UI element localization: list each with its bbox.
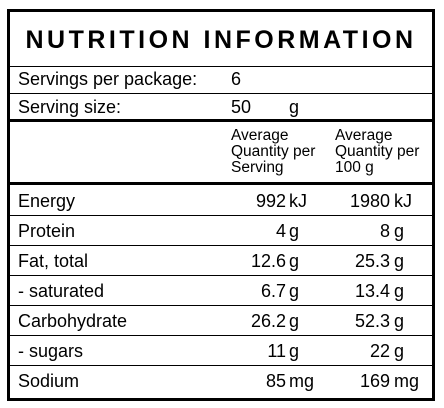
protein-per-serving-value: 4 (275, 221, 286, 241)
nutrient-name-protein: Protein (18, 221, 76, 241)
saturated-per-100g-unit: g (394, 281, 405, 301)
saturated-per-serving-value: 6.7 (260, 281, 286, 301)
divider-thick (10, 119, 432, 122)
nutrient-name-sodium: Sodium (18, 371, 80, 391)
sugars-per-100g-value: 22 (369, 341, 390, 361)
column-header-per-100g-line-3: 100 g (335, 159, 374, 176)
nutrient-name-carbohydrate: Carbohydrate (18, 311, 128, 331)
divider-thick (10, 182, 432, 185)
fat-total-per-100g-unit: g (394, 251, 405, 271)
nutrition-panel: NUTRITION INFORMATION Servings per packa… (7, 9, 435, 401)
energy-per-serving-value: 992 (255, 191, 286, 211)
nutrient-name-fat-total: Fat, total (18, 251, 89, 271)
energy-per-100g-value: 1980 (349, 191, 390, 211)
column-header-per-serving-line-1: Average (231, 127, 289, 144)
sugars-per-serving-value: 11 (267, 341, 286, 361)
sodium-per-100g-unit: mg (394, 371, 420, 391)
carbohydrate-per-serving-unit: g (289, 311, 300, 331)
energy-per-100g-unit: kJ (394, 191, 412, 211)
carbohydrate-per-serving-value: 26.2 (250, 311, 286, 331)
serving-size-label: Serving size: (18, 97, 122, 117)
sugars-per-serving-unit: g (289, 341, 300, 361)
fat-total-per-serving-value: 12.6 (250, 251, 286, 271)
protein-per-100g-value: 8 (379, 221, 390, 241)
nutrient-name-saturated: - saturated (18, 281, 105, 301)
nutrient-name-energy: Energy (18, 191, 76, 211)
energy-per-serving-unit: kJ (289, 191, 307, 211)
protein-per-100g-unit: g (394, 221, 405, 241)
row-divider (10, 365, 432, 366)
divider (10, 93, 432, 94)
saturated-per-100g-value: 13.4 (354, 281, 390, 301)
column-header-per-100g-line-1: Average (335, 127, 393, 144)
sugars-per-100g-unit: g (394, 341, 405, 361)
nutrient-name-sugars: - sugars (18, 341, 84, 361)
protein-per-serving-unit: g (289, 221, 300, 241)
panel-title: NUTRITION INFORMATION (25, 26, 417, 54)
row-divider (10, 305, 432, 306)
sodium-per-serving-value: 85 (265, 371, 286, 391)
row-divider (10, 245, 432, 246)
sodium-per-serving-unit: mg (289, 371, 315, 391)
column-header-per-serving-line-3: Serving (231, 159, 284, 176)
servings-per-package-value: 6 (231, 69, 242, 89)
servings-per-package-label: Servings per package: (18, 69, 198, 89)
saturated-per-serving-unit: g (289, 281, 300, 301)
row-divider (10, 215, 432, 216)
serving-size-value: 50 (231, 97, 252, 117)
row-divider (10, 275, 432, 276)
serving-size-unit: g (289, 97, 300, 117)
column-header-per-100g-line-2: Quantity per (335, 143, 420, 160)
row-divider (10, 335, 432, 336)
carbohydrate-per-100g-unit: g (394, 311, 405, 331)
column-header-per-serving-line-2: Quantity per (231, 143, 316, 160)
carbohydrate-per-100g-value: 52.3 (354, 311, 390, 331)
fat-total-per-serving-unit: g (289, 251, 300, 271)
divider (10, 66, 432, 67)
sodium-per-100g-value: 169 (359, 371, 390, 391)
fat-total-per-100g-value: 25.3 (354, 251, 390, 271)
